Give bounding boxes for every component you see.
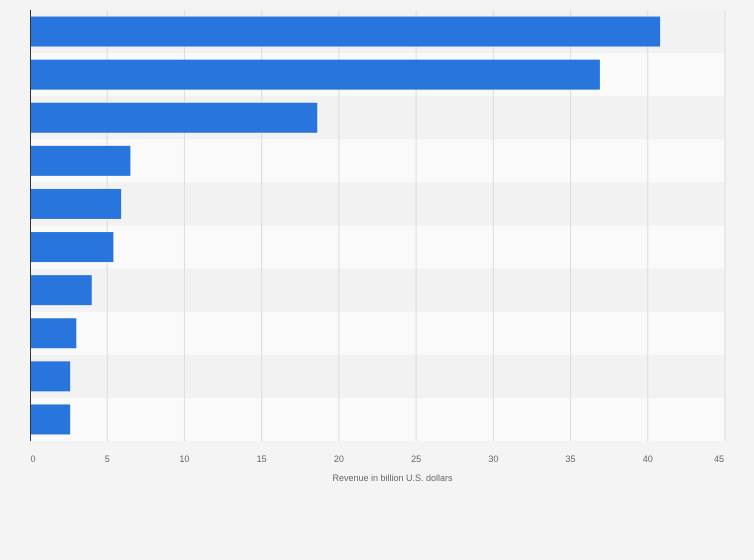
x-tick-label: 40 (643, 454, 653, 464)
bar[interactable] (30, 232, 114, 263)
bars (30, 16, 661, 435)
bar[interactable] (30, 16, 661, 47)
bar[interactable] (30, 102, 318, 133)
row-band (30, 311, 725, 355)
x-tick-label: 25 (411, 454, 421, 464)
x-tick-label: 5 (105, 454, 110, 464)
bar[interactable] (30, 361, 71, 392)
bar[interactable] (30, 59, 600, 90)
x-tick-label: 0 (30, 454, 35, 464)
x-tick-label: 15 (257, 454, 267, 464)
bar[interactable] (30, 318, 77, 349)
row-band (30, 182, 725, 226)
x-tick-label: 45 (714, 454, 724, 464)
x-tick-label: 10 (179, 454, 189, 464)
x-tick-label: 30 (488, 454, 498, 464)
bar[interactable] (30, 145, 131, 176)
row-band (30, 139, 725, 183)
row-band (30, 354, 725, 398)
x-axis-title: Revenue in billion U.S. dollars (332, 473, 453, 483)
row-band (30, 268, 725, 312)
x-tick-label: 35 (566, 454, 576, 464)
bar[interactable] (30, 404, 71, 435)
row-band (30, 225, 725, 269)
bar[interactable] (30, 275, 92, 306)
row-bands (30, 10, 725, 441)
bar[interactable] (30, 188, 122, 219)
row-band (30, 397, 725, 441)
x-tick-label: 20 (334, 454, 344, 464)
x-axis-ticks: 0 5 10 15 20 25 30 35 40 45 (30, 454, 724, 464)
